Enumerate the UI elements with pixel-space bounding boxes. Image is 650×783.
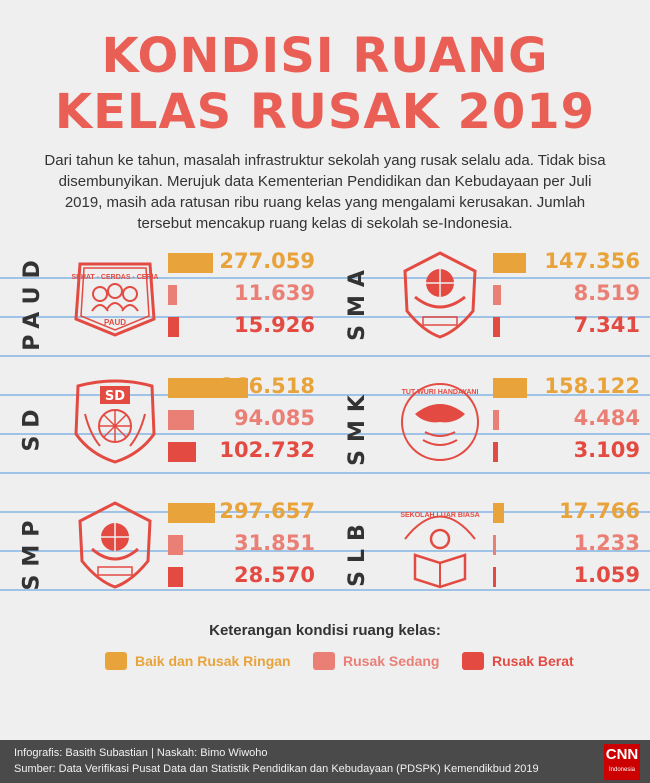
intro-text: Dari tahun ke tahun, masalah infrastrukt… [44, 152, 606, 232]
bar-sd-ringan [168, 378, 248, 398]
bar-slb-sedang [493, 535, 496, 555]
legend-item-ringan: Baik dan Rusak Ringan [105, 650, 291, 672]
category-label-sma: SMA [344, 261, 370, 341]
legend-swatch-ringan [105, 652, 127, 670]
sd-logo: SD [74, 379, 156, 464]
value-slb-sedang: 1.233 [573, 531, 640, 555]
category-label-paud: PAUD [19, 251, 45, 351]
bar-smp-berat [168, 567, 183, 587]
panel-smk: SMK TUT WURI HANDAYANI 158.122 4.484 3.1… [325, 366, 650, 486]
value-smp-ringan: 297.657 [219, 499, 315, 523]
paud-logo: SEHAT - CERDAS - CERIA PAUD [72, 262, 159, 337]
title-line-2: KELAS RUSAK 2019 [54, 84, 596, 140]
bars-smk [493, 378, 527, 462]
smp-logo [78, 501, 152, 589]
footer-source: Sumber: Data Verifikasi Pusat Data dan S… [14, 763, 539, 775]
bars-paud [168, 253, 213, 337]
value-smk-ringan: 158.122 [544, 374, 640, 398]
cnn-logo-text: CNN [605, 746, 639, 763]
bar-paud-berat [168, 317, 179, 337]
legend-item-berat: Rusak Berat [462, 650, 574, 672]
bar-sd-berat [168, 442, 196, 462]
bar-smk-ringan [493, 378, 527, 398]
value-paud-sedang: 11.639 [233, 281, 315, 305]
category-label-smp: SMP [19, 512, 45, 590]
bar-paud-ringan [168, 253, 213, 273]
value-sd-berat: 102.732 [219, 438, 315, 462]
slb-logo-text: SEKOLAH LUAR BIASA [400, 512, 479, 519]
bar-slb-berat [493, 567, 496, 587]
panel-slb: SLB SEKOLAH LUAR BIASA 17.766 1.233 1.05… [325, 491, 650, 611]
sd-logo-text: SD [105, 389, 125, 404]
smk-logo: TUT WURI HANDAYANI [401, 383, 479, 461]
legend-item-sedang: Rusak Sedang [313, 650, 439, 672]
panel-sma: SMA 147.356 8.519 7.341 [325, 241, 650, 361]
legend-swatch-sedang [313, 652, 335, 670]
bar-sma-ringan [493, 253, 526, 273]
bar-slb-ringan [493, 503, 504, 523]
footer-credit: Infografis: Basith Subastian | Naskah: B… [14, 747, 268, 759]
value-paud-ringan: 277.059 [219, 249, 315, 273]
bar-smp-ringan [168, 503, 215, 523]
bars-sd [168, 378, 248, 462]
bar-smk-berat [493, 442, 498, 462]
cnn-logo-sub: Indonesia [608, 767, 636, 773]
panel-smp: SMP 297.657 31.851 28.570 [0, 491, 325, 611]
value-sma-sedang: 8.519 [573, 281, 640, 305]
bars-sma [493, 253, 526, 337]
value-sma-ringan: 147.356 [544, 249, 640, 273]
value-slb-ringan: 17.766 [558, 499, 640, 523]
header-background [0, 0, 650, 240]
bars-smp [168, 503, 215, 587]
legend-background [0, 600, 650, 740]
paud-logo-top-text: SEHAT - CERDAS - CERIA [72, 274, 159, 281]
value-sd-sedang: 94.085 [233, 406, 315, 430]
value-paud-berat: 15.926 [233, 313, 315, 337]
legend-swatch-berat [462, 652, 484, 670]
bar-paud-sedang [168, 285, 177, 305]
sma-logo [403, 251, 477, 339]
value-smp-berat: 28.570 [233, 563, 315, 587]
panel-sd: SD SD 866.518 94.085 102.732 [0, 366, 325, 486]
bar-sma-berat [493, 317, 500, 337]
cnn-logo: CNN Indonesia [604, 744, 640, 780]
value-smp-sedang: 31.851 [233, 531, 315, 555]
category-label-sd: SD [19, 400, 45, 452]
value-sma-berat: 7.341 [573, 313, 640, 337]
value-smk-berat: 3.109 [573, 438, 640, 462]
footer: Infografis: Basith Subastian | Naskah: B… [0, 740, 650, 783]
bar-sma-sedang [493, 285, 501, 305]
smk-logo-text: TUT WURI HANDAYANI [402, 389, 479, 396]
title-line-1: KONDISI RUANG [101, 28, 549, 84]
paud-logo-bottom-text: PAUD [104, 318, 126, 327]
panel-paud: PAUD SEHAT - CERDAS - CERIA PAUD 277.059… [0, 241, 325, 361]
bar-smp-sedang [168, 535, 183, 555]
category-label-slb: SLB [344, 515, 370, 587]
legend-label-berat: Rusak Berat [492, 653, 574, 669]
legend-label-ringan: Baik dan Rusak Ringan [135, 653, 291, 669]
legend-title: Keterangan kondisi ruang kelas: [209, 622, 441, 639]
bar-sd-sedang [168, 410, 194, 430]
bar-smk-sedang [493, 410, 499, 430]
legend-label-sedang: Rusak Sedang [343, 653, 440, 669]
value-sd-ringan: 866.518 [219, 374, 315, 398]
value-smk-sedang: 4.484 [573, 406, 640, 430]
bars-slb [493, 503, 504, 587]
value-slb-berat: 1.059 [573, 563, 640, 587]
category-label-smk: SMK [344, 386, 370, 466]
slb-logo: SEKOLAH LUAR BIASA [400, 512, 480, 589]
